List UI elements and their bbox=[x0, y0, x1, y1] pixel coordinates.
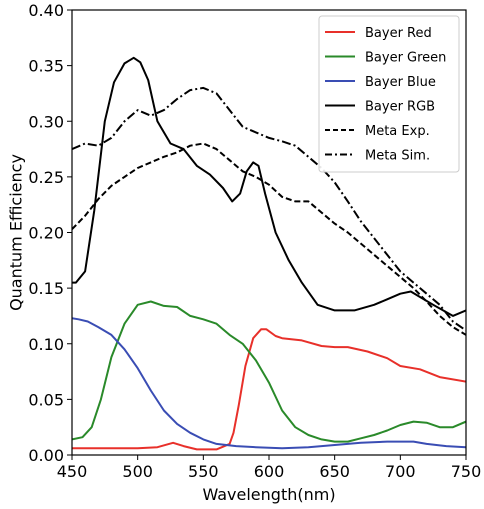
series-line-bayer-blue bbox=[72, 317, 466, 450]
y-tick-label: 0.40 bbox=[28, 1, 64, 20]
y-tick-label: 0.35 bbox=[28, 57, 64, 76]
legend-box bbox=[318, 15, 460, 173]
y-tick-label: 0.25 bbox=[28, 168, 64, 187]
series-line-bayer-rgb bbox=[72, 56, 466, 317]
series-line-bayer-red bbox=[72, 328, 466, 451]
legend-label: Bayer Red bbox=[365, 26, 432, 41]
y-tick-label: 0.30 bbox=[28, 112, 64, 131]
x-tick-label: 550 bbox=[188, 462, 219, 481]
legend-label: Meta Sim. bbox=[365, 149, 430, 164]
series-line-bayer-green bbox=[72, 300, 466, 443]
series-line-meta-exp bbox=[72, 142, 466, 336]
y-axis-label: Quantum Efficiency bbox=[7, 154, 26, 311]
x-tick-label: 750 bbox=[451, 462, 482, 481]
x-tick-label: 650 bbox=[319, 462, 350, 481]
x-tick-label: 600 bbox=[254, 462, 285, 481]
legend-label: Bayer RGB bbox=[365, 100, 435, 115]
x-tick-label: 450 bbox=[57, 462, 88, 481]
y-tick-label: 0.20 bbox=[28, 224, 64, 243]
series-line-meta-sim bbox=[72, 86, 466, 332]
ticks-layer: 450 500 550 600 650 700 750 0.00 0.05 0.10 0.15 0.2… bbox=[28, 1, 481, 481]
legend: Bayer Red Bayer Green Bayer Blue Bayer RGB M… bbox=[318, 15, 460, 173]
legend-label: Bayer Blue bbox=[365, 75, 436, 90]
y-tick-label: 0.10 bbox=[28, 335, 64, 354]
x-tick-label: 700 bbox=[385, 462, 416, 481]
x-tick-label: 500 bbox=[122, 462, 153, 481]
legend-label: Meta Exp. bbox=[365, 124, 430, 139]
y-tick-label: 0.00 bbox=[28, 446, 64, 465]
legend-label: Bayer Green bbox=[365, 51, 446, 66]
x-axis-label: Wavelength(nm) bbox=[202, 485, 335, 504]
y-tick-label: 0.15 bbox=[28, 279, 64, 298]
series-layer bbox=[72, 56, 466, 451]
y-tick-label: 0.05 bbox=[28, 390, 64, 409]
